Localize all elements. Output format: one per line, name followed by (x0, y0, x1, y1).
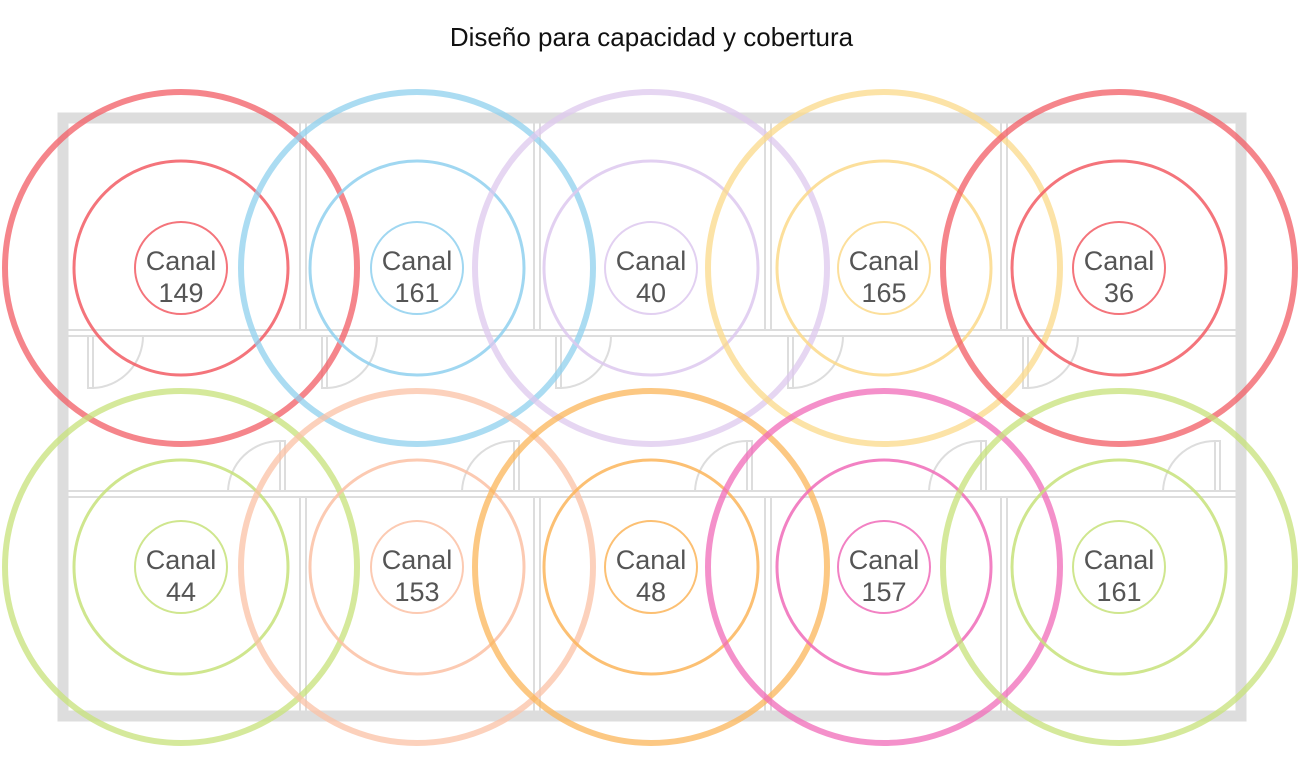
channel-number: 165 (861, 278, 906, 308)
channel-label: Canal (382, 545, 453, 575)
coverage-outer-ring (472, 388, 830, 746)
coverage-inner-ring (370, 520, 464, 614)
coverage-outer-ring (705, 388, 1063, 746)
coverage-middle-ring (1010, 159, 1228, 377)
coverage-outer-ring (472, 89, 830, 447)
coverage-inner-ring (604, 520, 698, 614)
channel-label: Canal (1084, 545, 1155, 575)
channel-number: 161 (1096, 577, 1141, 607)
coverage-inner-ring (837, 520, 931, 614)
coverage-inner-ring (604, 221, 698, 315)
access-point-157 (705, 388, 1063, 746)
coverage-middle-ring (775, 458, 993, 676)
channel-label: Canal (616, 246, 687, 276)
coverage-middle-ring (1010, 458, 1228, 676)
coverage-inner-ring (134, 520, 228, 614)
channel-number: 157 (861, 577, 906, 607)
coverage-outer-ring (238, 388, 596, 746)
coverage-middle-ring (308, 458, 526, 676)
channel-number: 161 (394, 278, 439, 308)
access-point-36 (940, 89, 1298, 447)
coverage-inner-ring (134, 221, 228, 315)
coverage-outer-ring (2, 388, 360, 746)
channel-number: 40 (636, 278, 666, 308)
coverage-inner-ring (1072, 221, 1166, 315)
diagram-title: Diseño para capacidad y cobertura (449, 22, 854, 52)
building-walls (57, 112, 1247, 722)
coverage-middle-ring (72, 159, 290, 377)
access-point-153 (238, 388, 596, 746)
access-point-165 (705, 89, 1063, 447)
coverage-outer-ring (940, 388, 1298, 746)
access-point-48 (472, 388, 830, 746)
channel-labels: Canal149Canal161Canal40Canal165Canal36Ca… (146, 246, 1155, 607)
coverage-circles (2, 89, 1298, 746)
coverage-outer-ring (705, 89, 1063, 447)
coverage-middle-ring (542, 458, 760, 676)
access-point-44 (2, 388, 360, 746)
coverage-middle-ring (72, 458, 290, 676)
channel-label: Canal (146, 545, 217, 575)
channel-label: Canal (849, 545, 920, 575)
channel-number: 153 (394, 577, 439, 607)
channel-label: Canal (616, 545, 687, 575)
access-point-161 (940, 388, 1298, 746)
coverage-inner-ring (1072, 520, 1166, 614)
channel-label: Canal (1084, 246, 1155, 276)
channel-number: 36 (1104, 278, 1134, 308)
channel-label: Canal (146, 246, 217, 276)
access-point-161 (238, 89, 596, 447)
access-point-149 (2, 89, 360, 447)
channel-label: Canal (849, 246, 920, 276)
access-point-40 (472, 89, 830, 447)
coverage-outer-ring (2, 89, 360, 447)
channel-number: 149 (158, 278, 203, 308)
channel-label: Canal (382, 246, 453, 276)
coverage-outer-ring (238, 89, 596, 447)
coverage-middle-ring (308, 159, 526, 377)
coverage-middle-ring (542, 159, 760, 377)
channel-number: 44 (166, 577, 196, 607)
coverage-outer-ring (940, 89, 1298, 447)
outer-wall (57, 112, 1247, 722)
coverage-inner-ring (837, 221, 931, 315)
channel-number: 48 (636, 577, 666, 607)
coverage-middle-ring (775, 159, 993, 377)
coverage-inner-ring (370, 221, 464, 315)
